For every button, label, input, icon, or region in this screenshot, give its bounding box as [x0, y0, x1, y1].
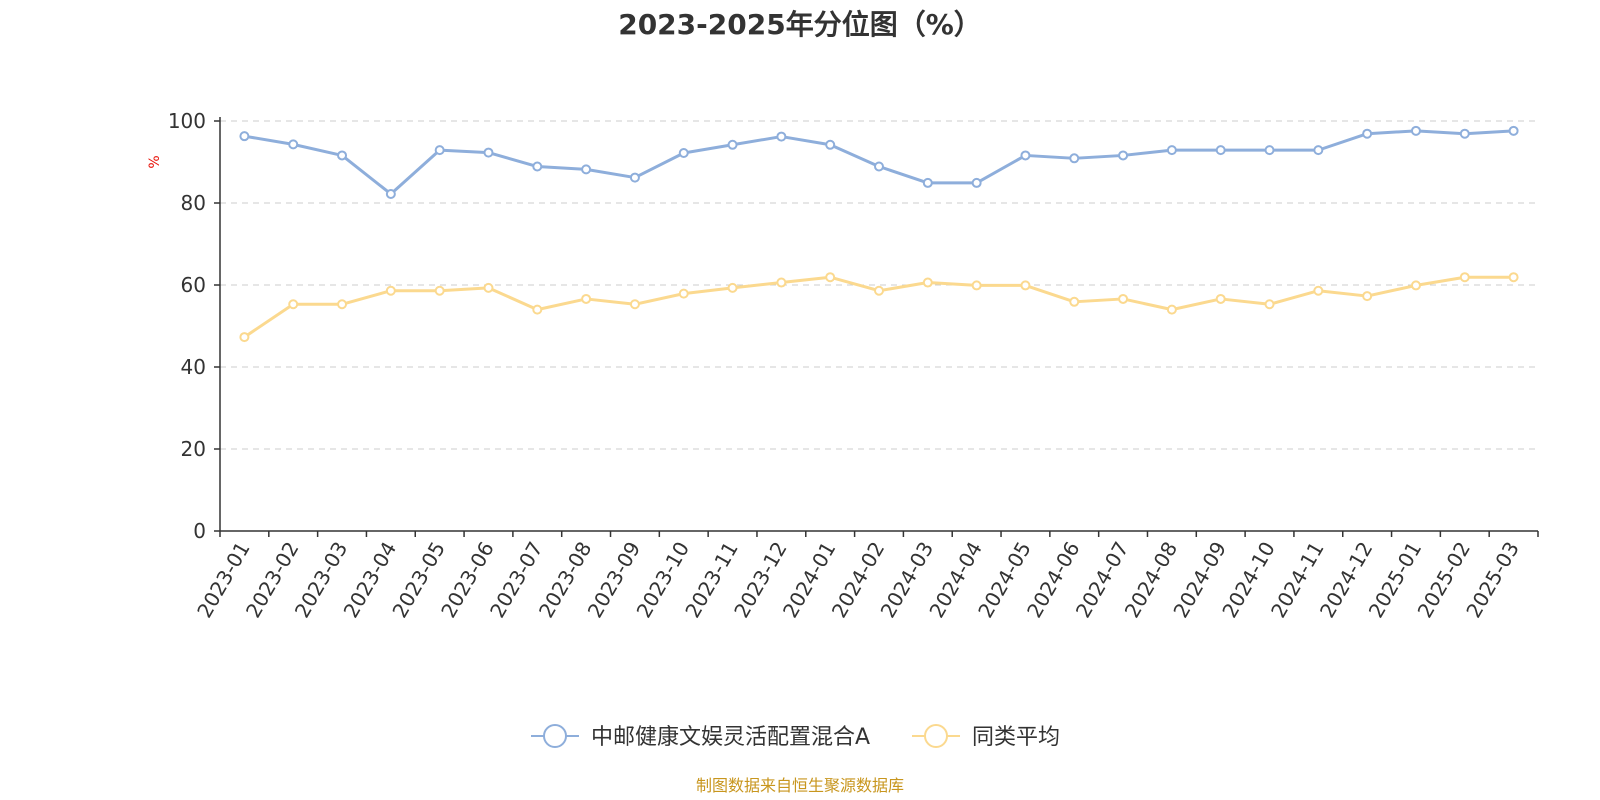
data-point[interactable] [1362, 291, 1373, 302]
data-point[interactable] [385, 285, 396, 296]
data-point[interactable] [483, 282, 494, 293]
series-2 [239, 272, 1519, 343]
data-point[interactable] [239, 131, 250, 142]
y-tick-label: 80 [181, 191, 206, 215]
data-point[interactable] [1264, 145, 1275, 156]
y-tick-label: 20 [181, 437, 206, 461]
data-point[interactable] [337, 299, 348, 310]
data-point[interactable] [727, 282, 738, 293]
data-point[interactable] [337, 150, 348, 161]
data-point[interactable] [1118, 150, 1129, 161]
data-point[interactable] [581, 293, 592, 304]
y-axis-label: % [147, 155, 163, 168]
data-point[interactable] [1069, 153, 1080, 164]
data-point[interactable] [1020, 280, 1031, 291]
data-point[interactable] [1410, 280, 1421, 291]
data-point[interactable] [1313, 145, 1324, 156]
data-point[interactable] [532, 304, 543, 315]
data-point[interactable] [1166, 304, 1177, 315]
data-point[interactable] [1215, 145, 1226, 156]
chart-title: 2023-2025年分位图（%） [618, 8, 982, 41]
data-point[interactable] [1215, 293, 1226, 304]
legend-label: 中邮健康文娱灵活配置混合A [591, 725, 870, 750]
data-point[interactable] [1264, 299, 1275, 310]
data-point[interactable] [678, 288, 689, 299]
data-point[interactable] [825, 272, 836, 283]
data-point[interactable] [434, 285, 445, 296]
data-point[interactable] [1362, 128, 1373, 139]
data-point[interactable] [678, 147, 689, 158]
legend-label: 同类平均 [972, 725, 1060, 750]
data-point[interactable] [483, 147, 494, 158]
data-point[interactable] [385, 188, 396, 199]
legend-item-1[interactable]: 中邮健康文娱灵活配置混合A [531, 724, 870, 750]
series-layer [239, 125, 1519, 343]
y-tick-label: 100 [168, 109, 206, 133]
data-point[interactable] [825, 139, 836, 150]
legend[interactable]: 中邮健康文娱灵活配置混合A 同类平均 [531, 724, 1060, 750]
data-point[interactable] [971, 280, 982, 291]
data-point[interactable] [922, 277, 933, 288]
data-point[interactable] [1166, 145, 1177, 156]
y-tick-label: 40 [181, 355, 206, 379]
data-point[interactable] [1069, 296, 1080, 307]
y-tick-label: 0 [193, 519, 206, 543]
series-1 [239, 125, 1519, 199]
data-point[interactable] [1508, 272, 1519, 283]
data-point[interactable] [532, 161, 543, 172]
data-point[interactable] [971, 177, 982, 188]
data-point[interactable] [1459, 128, 1470, 139]
data-point[interactable] [1118, 293, 1129, 304]
data-point[interactable] [1313, 285, 1324, 296]
data-point[interactable] [776, 131, 787, 142]
data-point[interactable] [629, 172, 640, 183]
legend-item-2[interactable]: 同类平均 [912, 724, 1060, 750]
data-point[interactable] [1410, 125, 1421, 136]
data-point[interactable] [1508, 125, 1519, 136]
data-source-note: 制图数据来自恒生聚源数据库 [696, 776, 904, 795]
axes: 0204060801002023-012023-022023-032023-04… [168, 109, 1539, 622]
y-tick-label: 60 [181, 273, 206, 297]
data-point[interactable] [874, 285, 884, 296]
legend-marker-icon [543, 724, 567, 748]
data-point[interactable] [1020, 150, 1031, 161]
data-point[interactable] [288, 139, 299, 150]
data-point[interactable] [434, 145, 445, 156]
data-point[interactable] [874, 161, 884, 172]
data-point[interactable] [581, 164, 592, 175]
data-point[interactable] [629, 299, 640, 310]
data-point[interactable] [776, 277, 787, 288]
data-point[interactable] [1459, 272, 1470, 283]
data-point[interactable] [922, 177, 933, 188]
data-point[interactable] [727, 139, 738, 150]
data-point[interactable] [288, 299, 299, 310]
legend-marker-icon [924, 724, 948, 748]
data-point[interactable] [239, 332, 250, 343]
